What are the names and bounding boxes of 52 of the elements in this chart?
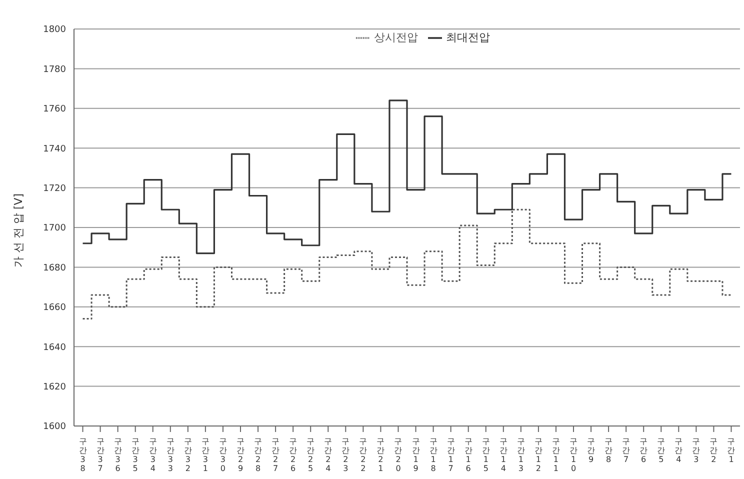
x-tick-label: 구간4 [674,437,683,464]
y-tick-label: 1600 [43,422,66,432]
y-tick-label: 1640 [43,342,66,353]
y-tick-label: 1740 [43,144,66,154]
x-tick-label: 구간10 [570,437,578,473]
y-tick-label: 1680 [43,263,66,274]
x-tick-label: 구간38 [78,437,87,473]
x-tick-label: 구간29 [236,437,244,473]
x-tick-label: 구간12 [534,437,542,473]
x-tick-label: 구간5 [657,437,666,464]
x-tick-label: 구간20 [394,437,402,473]
legend-label: 상시전압 [374,31,418,44]
x-tick-label: 구간17 [446,437,455,473]
x-tick-label: 구간30 [218,437,227,473]
x-tick-label: 구간27 [272,437,280,473]
y-axis-title: 가 선 전 압 [V] [12,193,25,268]
x-tick-label: 구간14 [499,437,508,473]
x-tick-label: 구간33 [166,437,174,473]
x-tick-label: 구간22 [359,437,368,473]
x-tick-label: 구간1 [727,437,736,464]
x-tick-label: 구간32 [184,437,192,473]
x-tick-label: 구간31 [201,437,210,473]
x-tick-label: 구간26 [289,437,298,473]
x-tick-label: 구간25 [306,437,315,473]
x-tick-label: 구간13 [516,437,525,473]
x-tick-label: 구간15 [482,437,490,473]
y-tick-label: 1660 [43,303,66,314]
y-tick-label: 1700 [43,224,66,234]
y-tick-label: 1800 [43,25,66,36]
x-tick-label: 구간9 [587,437,596,464]
x-tick-label: 구간19 [412,437,420,473]
x-tick-label: 구간28 [254,437,262,473]
x-tick-label: 구간8 [604,437,613,464]
x-tick-label: 구간36 [114,437,122,473]
y-tick-label: 1720 [43,184,66,194]
x-tick-label: 구간35 [131,437,140,473]
x-tick-label: 구간34 [148,437,157,473]
x-tick-label: 구간7 [622,437,630,464]
x-tick-label: 구간2 [710,437,718,464]
x-tick-label: 구간11 [552,437,560,473]
y-tick-label: 1760 [43,104,66,115]
x-tick-label: 구간37 [96,437,104,473]
x-tick-label: 구간6 [640,437,648,464]
x-tick-label: 구간23 [342,437,350,473]
x-tick-label: 구간16 [464,437,472,473]
x-tick-label: 구간24 [324,437,332,473]
x-tick-label: 구간18 [429,437,438,473]
y-tick-label: 1620 [43,382,66,392]
y-tick-label: 1780 [43,64,66,75]
x-tick-label: 구간21 [376,437,385,473]
legend-label: 최대전압 [446,31,490,44]
x-tick-label: 구간3 [692,437,700,464]
